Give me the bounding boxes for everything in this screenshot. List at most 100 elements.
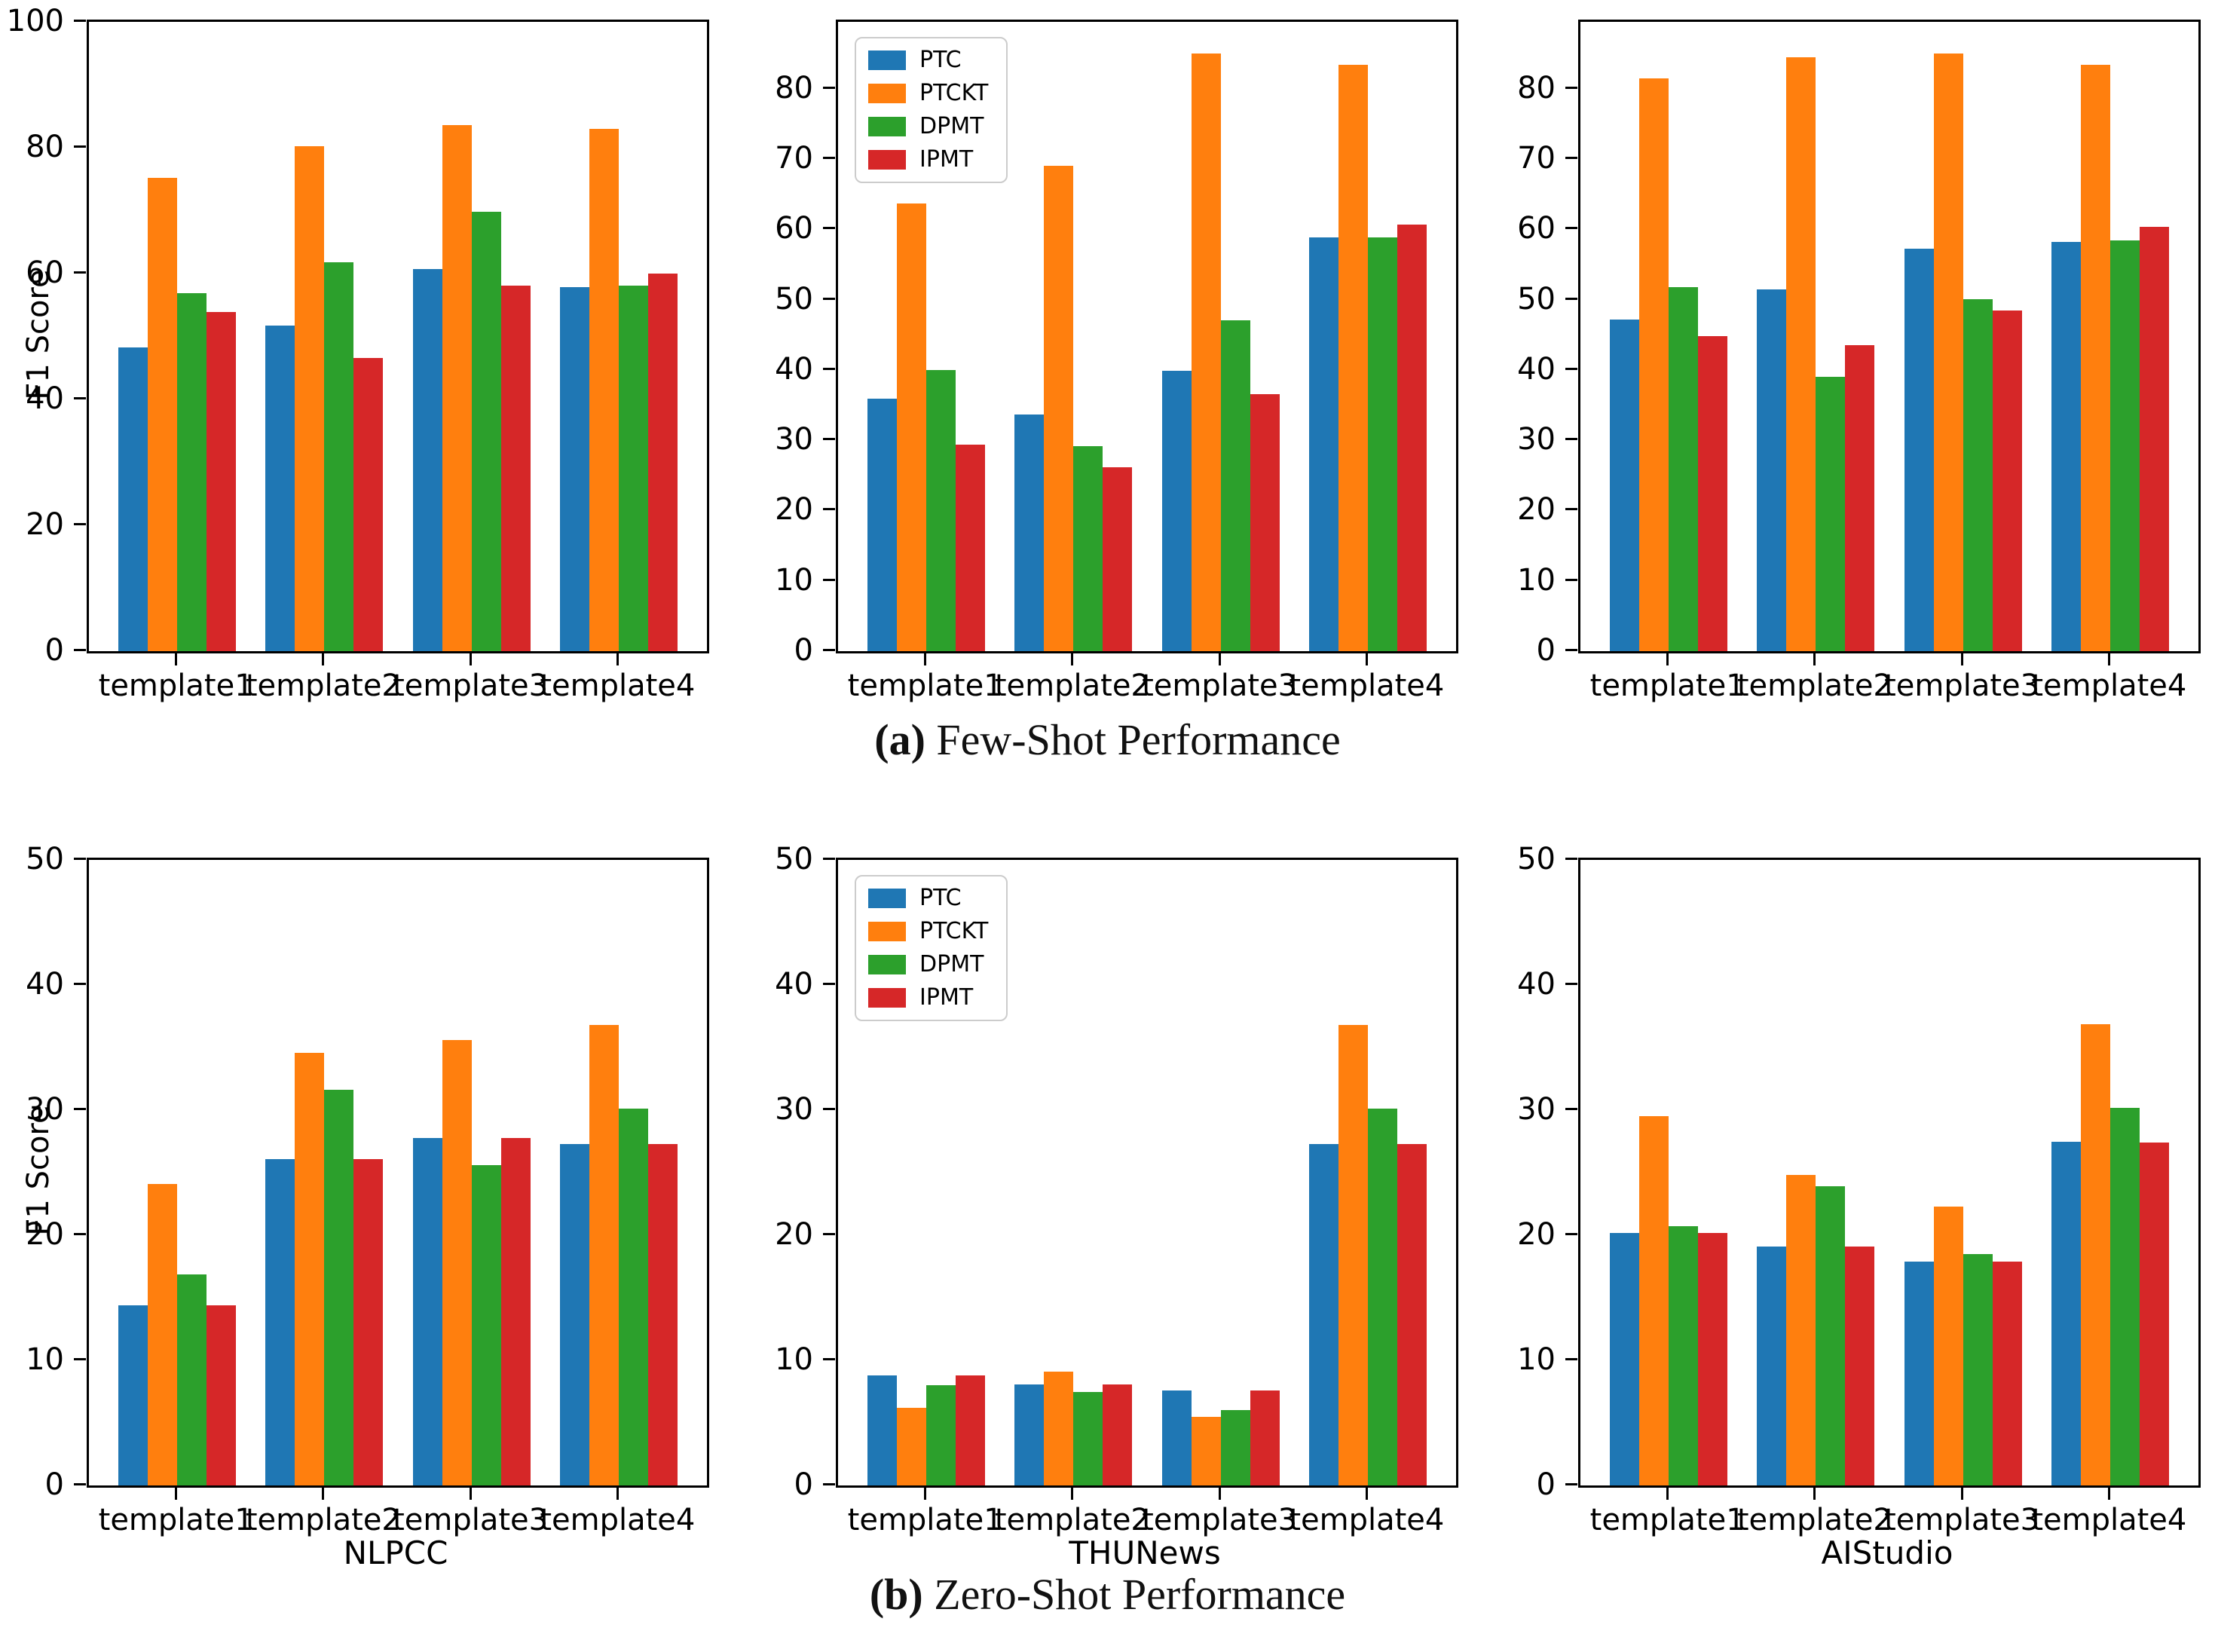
y-tick-mark — [1565, 578, 1577, 581]
bar-PTCKT-template3 — [1933, 1206, 1963, 1485]
bar-PTC-template1 — [118, 347, 148, 651]
y-tick-mark — [74, 983, 86, 985]
bar-DPMT-template1 — [926, 369, 956, 651]
bar-PTCKT-template1 — [148, 1183, 178, 1485]
bar-PTCKT-template4 — [1338, 64, 1368, 651]
bar-DPMT-template4 — [618, 1109, 648, 1485]
bar-PTC-template4 — [2051, 1141, 2081, 1485]
y-tick-label: 30 — [775, 422, 813, 457]
y-tick-label: 70 — [775, 140, 813, 176]
x-axis-title-nlpcc: NLPCC — [343, 1534, 448, 1571]
y-tick-mark — [74, 271, 86, 274]
bar-DPMT-template4 — [618, 285, 648, 651]
caption-zero-shot: (b) Zero-Shot Performance — [0, 1569, 2215, 1620]
legend-label: PTCKT — [919, 80, 989, 106]
chart-few-shot-middle-plot: PTC PTCKT DPMT IPMT — [836, 20, 1458, 653]
bar-DPMT-template1 — [1669, 286, 1699, 651]
y-tick-mark — [823, 438, 835, 441]
bar-PTCKT-template2 — [1786, 1175, 1816, 1485]
y-tick-label: 50 — [1517, 281, 1556, 317]
y-tick-label: 0 — [1536, 633, 1556, 668]
x-tick-mark — [175, 1488, 178, 1500]
legend-swatch-PTC — [868, 889, 906, 908]
y-tick-mark — [1565, 1358, 1577, 1360]
caption-b-text: Zero-Shot Performance — [922, 1570, 1346, 1619]
y-tick-label: 50 — [26, 842, 64, 876]
x-tick-mark — [469, 1488, 472, 1500]
bar-DPMT-template4 — [2109, 1107, 2140, 1485]
y-tick-mark — [1565, 227, 1577, 230]
bar-IPMT-template2 — [1845, 345, 1875, 651]
bar-DPMT-template4 — [2109, 240, 2140, 651]
y-tick-mark — [823, 297, 835, 300]
y-tick-mark — [823, 1233, 835, 1235]
bar-IPMT-template4 — [647, 1143, 678, 1485]
x-tick-mark — [2107, 653, 2110, 665]
legend-label: IPMT — [919, 146, 974, 173]
y-tick-label: 10 — [1517, 562, 1556, 598]
bar-PTCKT-template4 — [2080, 64, 2110, 651]
bar-PTC-template1 — [1610, 1232, 1639, 1485]
bar-IPMT-template4 — [647, 274, 678, 651]
bar-PTCKT-template3 — [442, 1040, 472, 1485]
bar-PTC-template2 — [1014, 414, 1045, 651]
bar-PTC-template2 — [1757, 289, 1787, 651]
bar-PTC-template4 — [559, 1143, 589, 1485]
y-tick-mark — [823, 367, 835, 370]
bar-DPMT-template3 — [1963, 1253, 1993, 1485]
y-tick-mark — [1565, 508, 1577, 511]
bar-PTC-template1 — [867, 399, 897, 651]
bar-DPMT-template2 — [1816, 1186, 1846, 1485]
bar-IPMT-template1 — [207, 311, 237, 651]
y-tick-mark — [1565, 297, 1577, 300]
legend-swatch-DPMT — [868, 955, 906, 974]
legend: PTC PTCKT DPMT IPMT — [855, 875, 1008, 1021]
x-tick-mark — [1218, 1488, 1221, 1500]
y-tick-label: 40 — [1517, 967, 1556, 1002]
y-tick-mark — [1565, 438, 1577, 441]
bar-PTCKT-template2 — [1044, 166, 1074, 651]
legend-item-IPMT: IPMT — [868, 987, 988, 1009]
caption-few-shot: (a) Few-Shot Performance — [0, 714, 2215, 765]
bar-DPMT-template2 — [1073, 1391, 1103, 1485]
bar-IPMT-template1 — [1698, 336, 1728, 651]
x-tick-mark — [2107, 1488, 2110, 1500]
y-tick-mark — [1565, 1233, 1577, 1235]
bar-PTCKT-template3 — [1191, 1416, 1221, 1485]
y-tick-label: 0 — [794, 633, 813, 668]
y-tick-mark — [1565, 858, 1577, 860]
x-tick-label-template1: template1 — [98, 668, 254, 703]
y-tick-label: 40 — [1517, 351, 1556, 387]
y-tick-mark — [1565, 983, 1577, 985]
bar-DPMT-template3 — [471, 1165, 501, 1485]
y-tick-label: 40 — [26, 381, 64, 416]
x-axis-title-thunews: THUNews — [1069, 1534, 1221, 1571]
bar-DPMT-template3 — [1220, 320, 1250, 651]
x-tick-label-template1: template1 — [1589, 668, 1745, 703]
bar-PTCKT-template1 — [148, 178, 178, 651]
bar-DPMT-template1 — [1669, 1226, 1699, 1485]
chart-few-shot-left-plot — [87, 20, 709, 653]
y-tick-label: 0 — [1536, 1467, 1556, 1502]
bar-PTCKT-template1 — [1639, 78, 1669, 651]
bar-PTCKT-template3 — [1933, 54, 1963, 651]
y-tick-label: 30 — [1517, 422, 1556, 457]
x-tick-mark — [1365, 653, 1368, 665]
bar-PTC-template1 — [867, 1375, 897, 1485]
y-tick-label: 0 — [44, 633, 64, 668]
bar-PTC-template2 — [265, 325, 295, 651]
y-tick-label: 30 — [1517, 1092, 1556, 1127]
bar-PTCKT-template3 — [442, 124, 472, 651]
y-tick-label: 30 — [26, 1092, 64, 1127]
bar-PTCKT-template1 — [897, 203, 927, 651]
y-tick-label: 50 — [1517, 842, 1556, 876]
y-tick-mark — [823, 227, 835, 230]
x-tick-mark — [616, 653, 619, 665]
chart-zero-shot-right-plot — [1578, 858, 2201, 1488]
bar-PTCKT-template2 — [295, 145, 325, 651]
bar-IPMT-template2 — [353, 1158, 384, 1485]
x-tick-label-template3: template3 — [393, 668, 549, 703]
bar-IPMT-template1 — [956, 1375, 986, 1485]
x-tick-label-template3: template3 — [1142, 668, 1298, 703]
bar-PTC-template3 — [1904, 1261, 1934, 1485]
